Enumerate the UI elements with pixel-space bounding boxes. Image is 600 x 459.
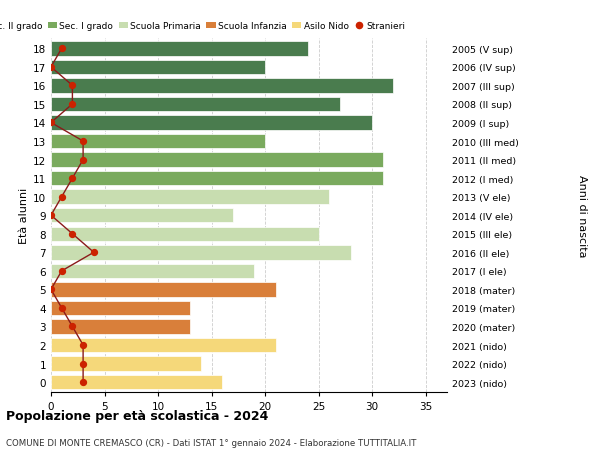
Bar bbox=[51, 97, 340, 112]
Point bbox=[79, 379, 88, 386]
Point bbox=[57, 268, 67, 275]
Text: Popolazione per età scolastica - 2024: Popolazione per età scolastica - 2024 bbox=[6, 409, 268, 422]
Bar bbox=[51, 375, 222, 390]
Point bbox=[57, 305, 67, 312]
Bar bbox=[51, 116, 372, 130]
Bar bbox=[51, 61, 265, 75]
Legend: Sec. II grado, Sec. I grado, Scuola Primaria, Scuola Infanzia, Asilo Nido, Stran: Sec. II grado, Sec. I grado, Scuola Prim… bbox=[0, 22, 405, 31]
Point bbox=[57, 45, 67, 53]
Bar bbox=[51, 172, 383, 186]
Point bbox=[68, 101, 77, 108]
Bar bbox=[51, 357, 201, 371]
Bar bbox=[51, 283, 276, 297]
Bar bbox=[51, 301, 190, 315]
Point bbox=[46, 286, 56, 293]
Bar bbox=[51, 227, 319, 241]
Point bbox=[79, 341, 88, 349]
Y-axis label: Anni di nascita: Anni di nascita bbox=[577, 174, 587, 257]
Point bbox=[89, 249, 98, 257]
Point bbox=[79, 360, 88, 368]
Text: COMUNE DI MONTE CREMASCO (CR) - Dati ISTAT 1° gennaio 2024 - Elaborazione TUTTIT: COMUNE DI MONTE CREMASCO (CR) - Dati IST… bbox=[6, 438, 416, 447]
Bar bbox=[51, 208, 233, 223]
Point bbox=[46, 212, 56, 219]
Y-axis label: Età alunni: Età alunni bbox=[19, 188, 29, 244]
Bar bbox=[51, 246, 350, 260]
Point bbox=[46, 119, 56, 127]
Bar bbox=[51, 153, 383, 168]
Point bbox=[68, 230, 77, 238]
Bar bbox=[51, 134, 265, 149]
Point bbox=[79, 138, 88, 146]
Point bbox=[68, 323, 77, 330]
Point bbox=[68, 83, 77, 90]
Bar bbox=[51, 42, 308, 56]
Bar bbox=[51, 264, 254, 279]
Point bbox=[68, 175, 77, 182]
Point bbox=[46, 64, 56, 71]
Point bbox=[57, 194, 67, 201]
Bar bbox=[51, 190, 329, 204]
Bar bbox=[51, 319, 190, 334]
Point bbox=[79, 157, 88, 164]
Bar bbox=[51, 338, 276, 353]
Bar bbox=[51, 79, 394, 94]
